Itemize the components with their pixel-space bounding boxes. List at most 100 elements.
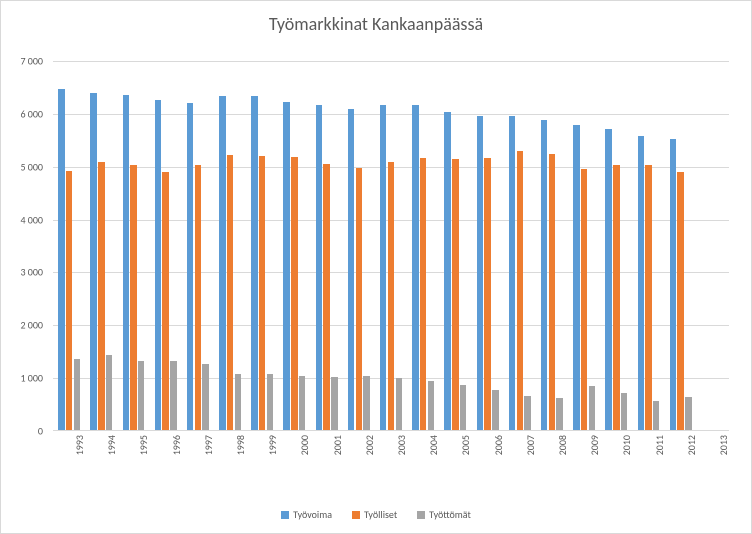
ytick-label: 1 000 xyxy=(0,372,43,385)
bar-työttömät xyxy=(556,398,562,430)
legend-item-tyolliset: Työlliset xyxy=(352,508,397,521)
bar-työlliset xyxy=(549,154,555,430)
xtick-label: 2012 xyxy=(685,435,698,455)
gridline xyxy=(53,61,729,62)
bar-työvoima xyxy=(380,105,386,430)
bar-työttömät xyxy=(170,361,176,430)
legend-swatch-tyolliset xyxy=(352,511,360,519)
bar-työttömät xyxy=(331,377,337,430)
xtick-label: 2009 xyxy=(588,435,601,455)
plot-wrapper: 01 0002 0003 0004 0005 0006 0007 0001993… xyxy=(53,61,729,451)
bar-työttömät xyxy=(267,374,273,430)
legend-label-tyovoima: Työvoima xyxy=(293,508,332,521)
bar-työvoima xyxy=(155,100,161,430)
bar-työvoima xyxy=(638,136,644,430)
bar-työttömät xyxy=(460,385,466,430)
bar-työttömät xyxy=(299,376,305,430)
bar-työvoima xyxy=(58,89,64,430)
bar-työttömät xyxy=(685,397,691,430)
bar-työvoima xyxy=(573,125,579,431)
chart-title: Työmarkkinat Kankaanpäässä xyxy=(1,1,751,43)
chart-container: Työmarkkinat Kankaanpäässä 01 0002 0003 … xyxy=(0,0,752,534)
bar-työlliset xyxy=(484,158,490,430)
ytick-label: 3 000 xyxy=(0,266,43,279)
bar-työlliset xyxy=(420,158,426,430)
bar-työttömät xyxy=(202,364,208,430)
bar-työlliset xyxy=(259,156,265,430)
bar-työttömät xyxy=(428,381,434,430)
xtick-label: 1997 xyxy=(202,435,215,455)
bar-työvoima xyxy=(477,116,483,430)
xtick-label: 1998 xyxy=(234,435,247,455)
bar-työvoima xyxy=(541,120,547,430)
legend-swatch-tyottomat xyxy=(417,511,425,519)
xtick-label: 2002 xyxy=(363,435,376,455)
legend-label-tyottomat: Työttömät xyxy=(429,508,471,521)
ytick-label: 6 000 xyxy=(0,107,43,120)
bar-työlliset xyxy=(195,165,201,430)
bar-työlliset xyxy=(677,172,683,430)
bar-työvoima xyxy=(316,105,322,430)
bar-työvoima xyxy=(283,102,289,430)
bar-työlliset xyxy=(162,172,168,430)
legend-label-tyolliset: Työlliset xyxy=(364,508,397,521)
bar-työttömät xyxy=(74,359,80,430)
ytick-label: 2 000 xyxy=(0,319,43,332)
bar-työttömät xyxy=(589,386,595,430)
bar-työlliset xyxy=(323,164,329,430)
xtick-label: 2006 xyxy=(492,435,505,455)
bar-työlliset xyxy=(130,165,136,430)
bar-työvoima xyxy=(187,103,193,430)
bar-työlliset xyxy=(291,157,297,430)
bar-työttömät xyxy=(363,376,369,430)
bar-työvoima xyxy=(605,129,611,430)
legend-swatch-tyovoima xyxy=(281,511,289,519)
bar-työvoima xyxy=(123,95,129,430)
bar-työlliset xyxy=(388,162,394,430)
xtick-label: 1994 xyxy=(105,435,118,455)
xtick-label: 2013 xyxy=(717,435,730,455)
bar-työlliset xyxy=(645,165,651,430)
bar-työlliset xyxy=(613,165,619,430)
legend-item-tyovoima: Työvoima xyxy=(281,508,332,521)
xtick-label: 2003 xyxy=(395,435,408,455)
bar-työvoima xyxy=(670,139,676,430)
bar-työvoima xyxy=(90,93,96,430)
legend-item-tyottomat: Työttömät xyxy=(417,508,471,521)
bar-työlliset xyxy=(452,159,458,430)
bar-työvoima xyxy=(251,96,257,430)
bar-työlliset xyxy=(98,162,104,430)
bar-työttömät xyxy=(524,396,530,430)
bar-työvoima xyxy=(509,116,515,431)
xtick-label: 2008 xyxy=(556,435,569,455)
bar-työlliset xyxy=(66,171,72,430)
xtick-label: 2011 xyxy=(653,435,666,455)
bar-työlliset xyxy=(356,168,362,430)
bar-työvoima xyxy=(444,112,450,430)
xtick-label: 1999 xyxy=(266,435,279,455)
xtick-label: 1995 xyxy=(137,435,150,455)
bar-työlliset xyxy=(581,169,587,430)
bar-työttömät xyxy=(396,378,402,430)
ytick-label: 0 xyxy=(0,425,43,438)
bar-työttömät xyxy=(138,361,144,430)
bar-työttömät xyxy=(621,393,627,430)
xtick-label: 1993 xyxy=(73,435,86,455)
bar-työlliset xyxy=(517,151,523,430)
bar-työlliset xyxy=(227,155,233,430)
bar-työttömät xyxy=(653,401,659,430)
bar-työvoima xyxy=(348,109,354,430)
bar-työttömät xyxy=(492,390,498,430)
xtick-label: 2004 xyxy=(427,435,440,455)
ytick-label: 5 000 xyxy=(0,160,43,173)
xtick-label: 1996 xyxy=(170,435,183,455)
legend: Työvoima Työlliset Työttömät xyxy=(1,508,751,521)
xtick-label: 2005 xyxy=(459,435,472,455)
bar-työvoima xyxy=(412,105,418,430)
ytick-label: 7 000 xyxy=(0,55,43,68)
xtick-label: 2001 xyxy=(331,435,344,455)
xtick-label: 2007 xyxy=(524,435,537,455)
bar-työvoima xyxy=(219,96,225,430)
bar-työttömät xyxy=(235,374,241,430)
xtick-label: 2010 xyxy=(620,435,633,455)
